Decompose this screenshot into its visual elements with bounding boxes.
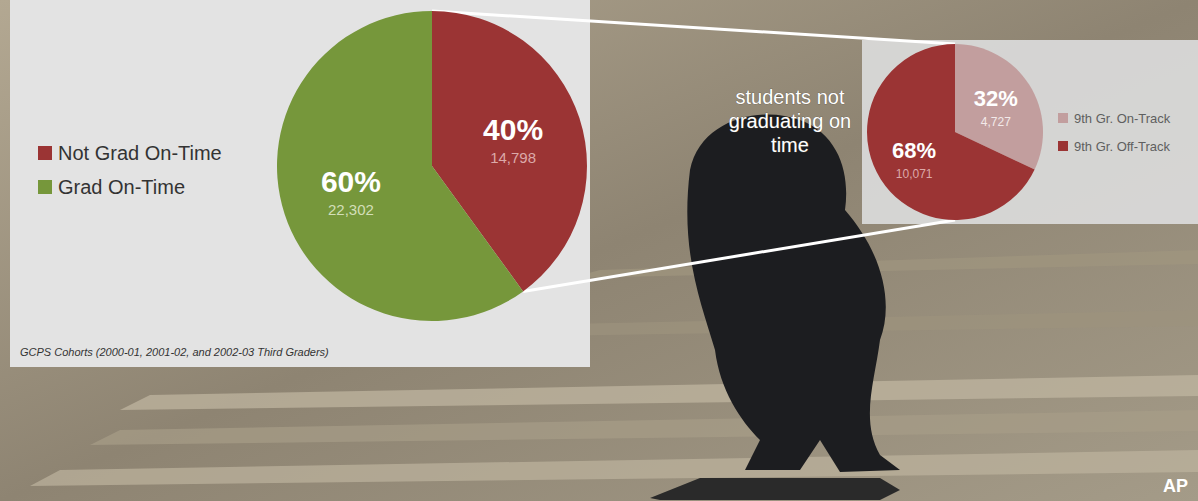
pct-label: 40%: [483, 113, 543, 146]
photo-credit: AP: [1163, 476, 1188, 496]
count-label: 10,071: [896, 167, 933, 181]
caption: students notgraduating ontime: [729, 86, 851, 156]
legend-swatch: [1058, 113, 1068, 123]
zoom-line: [523, 220, 955, 291]
pct-label: 32%: [974, 86, 1018, 111]
pie-labels-1: 32% 4,727 68% 10,071: [892, 86, 1018, 181]
legend-swatch: [38, 146, 52, 160]
stair-step: [570, 250, 1198, 278]
pie-0: [277, 11, 587, 321]
legend-1: 9th Gr. On-Track 9th Gr. Off-Track: [1058, 111, 1171, 154]
stair-step: [30, 450, 1198, 486]
pie-1: [867, 44, 1043, 220]
legend-swatch: [38, 180, 52, 194]
source-note: GCPS Cohorts (2000-01, 2001-02, and 2002…: [20, 346, 329, 358]
panel-main: [10, 0, 590, 367]
caption-line: students not: [736, 86, 845, 108]
legend-swatch: [1058, 141, 1068, 151]
stair-step: [120, 375, 1198, 410]
stage: 40% 14,798 60% 22,302 Not Grad On-Time Grad O…: [0, 0, 1198, 501]
pct-label: 60%: [321, 165, 381, 198]
skateboard: [650, 478, 900, 500]
legend-label: 9th Gr. On-Track: [1074, 111, 1171, 126]
count-label: 4,727: [981, 115, 1011, 129]
background: [0, 0, 1198, 501]
legend-0: Not Grad On-Time Grad On-Time: [38, 142, 222, 198]
pct-label: 68%: [892, 138, 936, 163]
count-label: 22,302: [328, 201, 374, 218]
panel-detail: [862, 40, 1198, 224]
pie-labels-0: 40% 14,798 60% 22,302: [321, 113, 543, 219]
legend-label: Not Grad On-Time: [58, 142, 222, 164]
caption-line: time: [771, 134, 809, 156]
stair-step: [90, 410, 1198, 445]
slice: [867, 44, 1035, 220]
slice: [277, 11, 523, 321]
legend-label: Grad On-Time: [58, 176, 185, 198]
caption-line: graduating on: [729, 110, 851, 132]
legend-label: 9th Gr. Off-Track: [1074, 139, 1171, 154]
count-label: 14,798: [490, 149, 536, 166]
